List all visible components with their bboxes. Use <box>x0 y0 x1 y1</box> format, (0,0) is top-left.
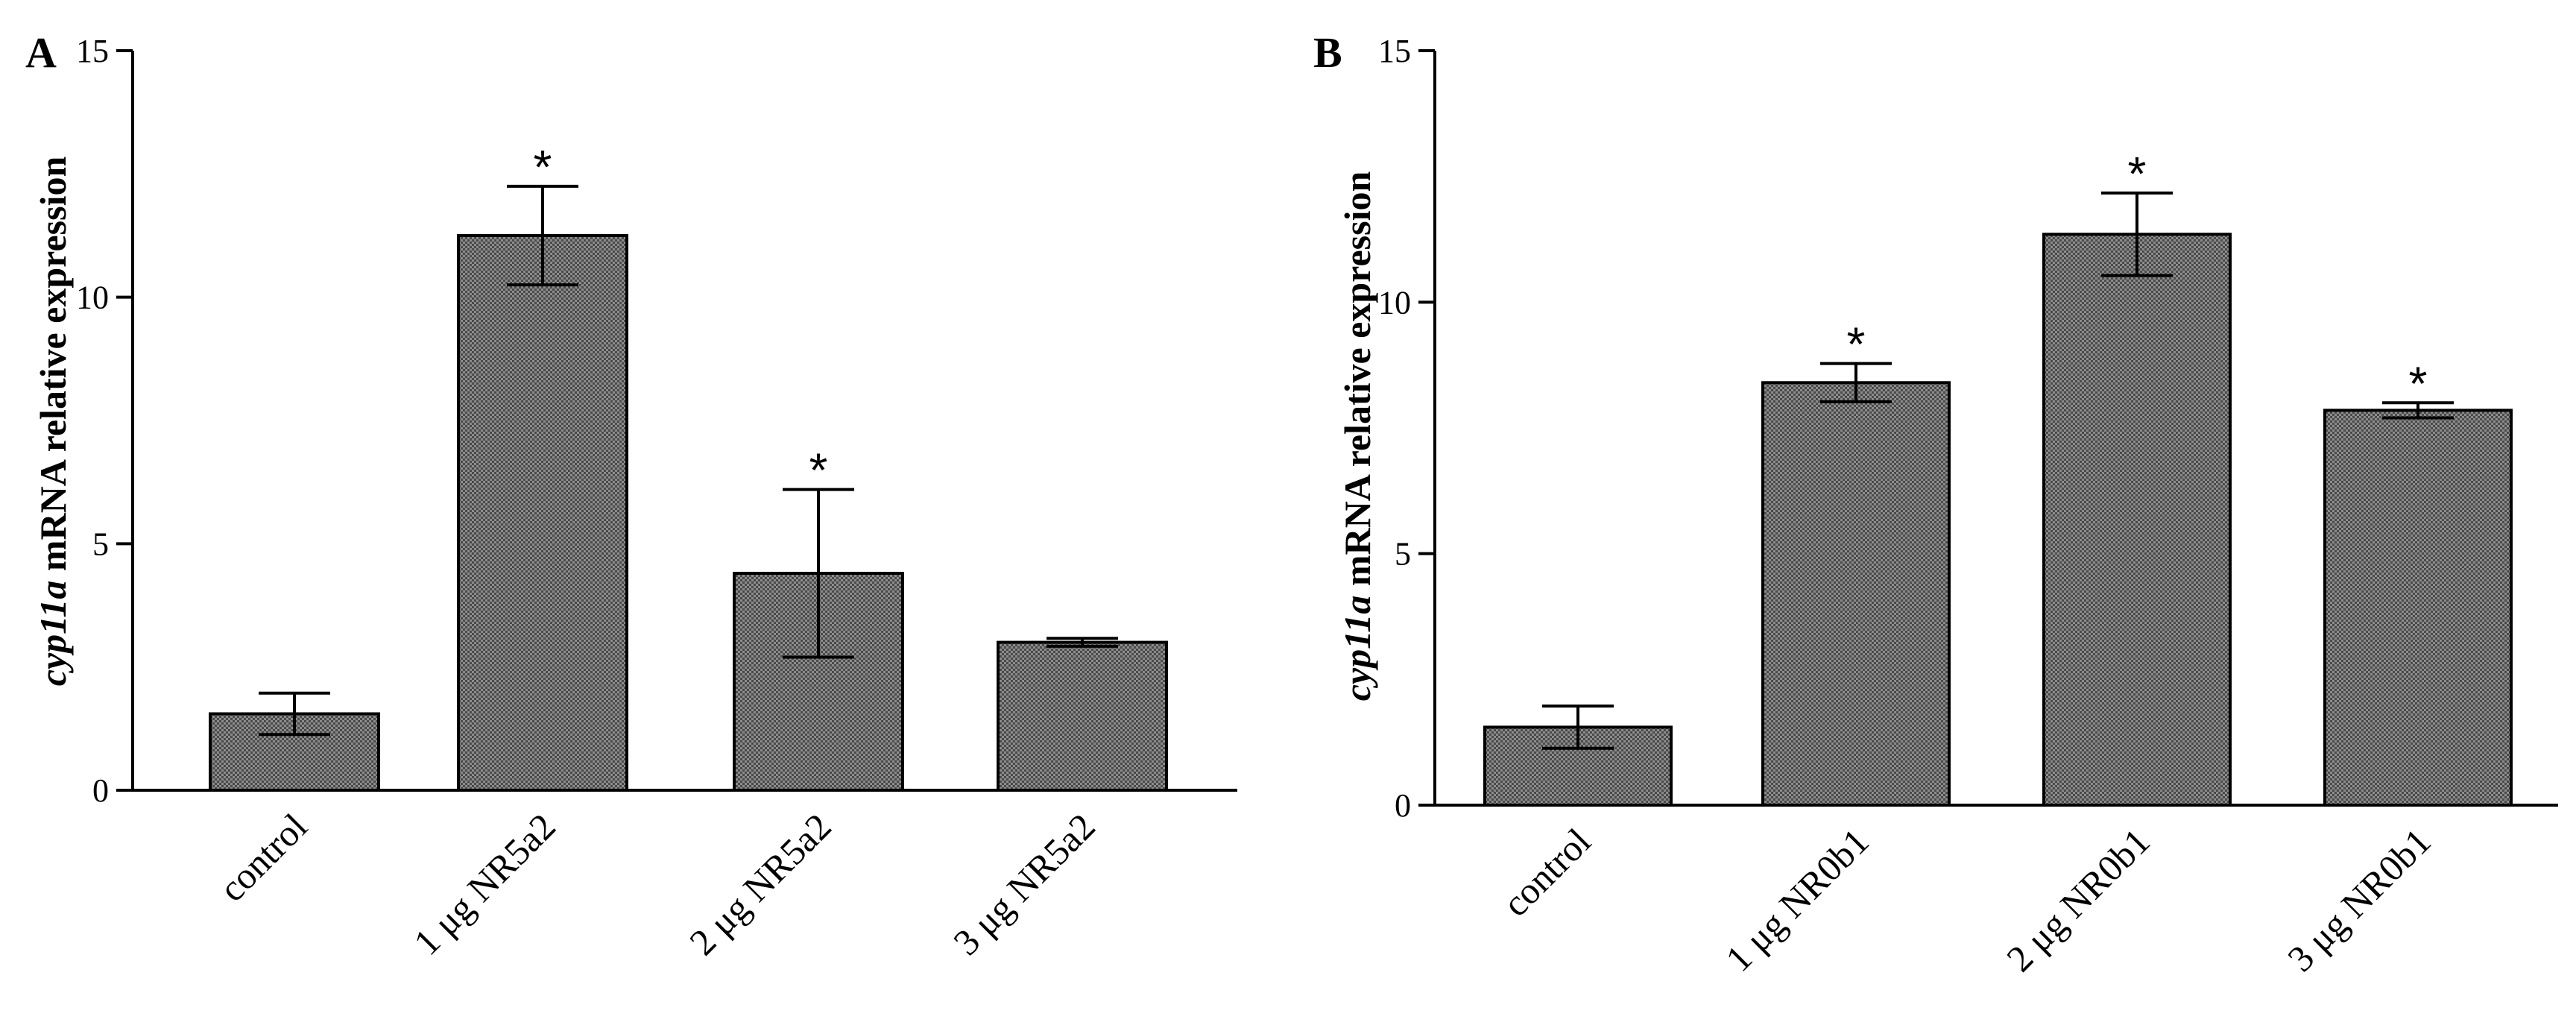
panel-a-category-label: 2 μg NR5a2 <box>681 805 839 963</box>
panel-a-y-tick-label: 15 <box>76 33 109 69</box>
panel-a-significance-star: * <box>809 444 828 497</box>
panel-b-bar <box>2323 409 2513 807</box>
panel-a-y-tick-label: 0 <box>92 772 109 809</box>
panel-b-chart: B cyp11a mRNA relative expression 0 5 10 15… <box>1313 28 2558 980</box>
panel-a-label: A <box>25 28 57 77</box>
panel-b-y-tick-label: 0 <box>1395 787 1411 824</box>
panel-b-significance-star: * <box>2409 356 2428 410</box>
panel-a-y-tick-label: 10 <box>76 280 109 316</box>
panel-a-y-axis-label: cyp11a mRNA relative expression <box>32 157 74 687</box>
panel-b-y-tick-label: 15 <box>1378 33 1411 69</box>
panel-a-category-label: control <box>211 805 315 910</box>
panel-b-label: B <box>1313 28 1342 77</box>
panel-a-bar <box>997 640 1168 792</box>
panel-b-y-axis-label: cyp11a mRNA relative expression <box>1336 171 1378 702</box>
panel-a-y-tick-label: 5 <box>92 526 109 562</box>
panel-a-category-label: 3 μg NR5a2 <box>945 805 1103 963</box>
panel-b-category-label: control <box>1494 820 1599 924</box>
panel-a-bar <box>457 234 628 792</box>
panel-b-bar <box>1761 381 1951 807</box>
panel-b-significance-star: * <box>1847 318 1866 371</box>
panel-a-category-label: 1 μg NR5a2 <box>405 805 564 963</box>
panel-b-category-label: 1 μg NR0b1 <box>1717 820 1877 980</box>
panel-a-significance-star: * <box>534 140 552 194</box>
panel-a-chart: A cyp11a mRNA relative expression 0 5 10 15… <box>25 28 1237 963</box>
panel-b-y-tick-label: 10 <box>1378 284 1411 321</box>
panel-b-category-label: 2 μg NR0b1 <box>1998 820 2158 980</box>
panel-b-bar <box>2042 233 2232 807</box>
panel-b-significance-star: * <box>2128 147 2147 201</box>
panel-b-y-tick-label: 5 <box>1395 536 1411 573</box>
panel-b-category-label: 3 μg NR0b1 <box>2279 820 2439 980</box>
